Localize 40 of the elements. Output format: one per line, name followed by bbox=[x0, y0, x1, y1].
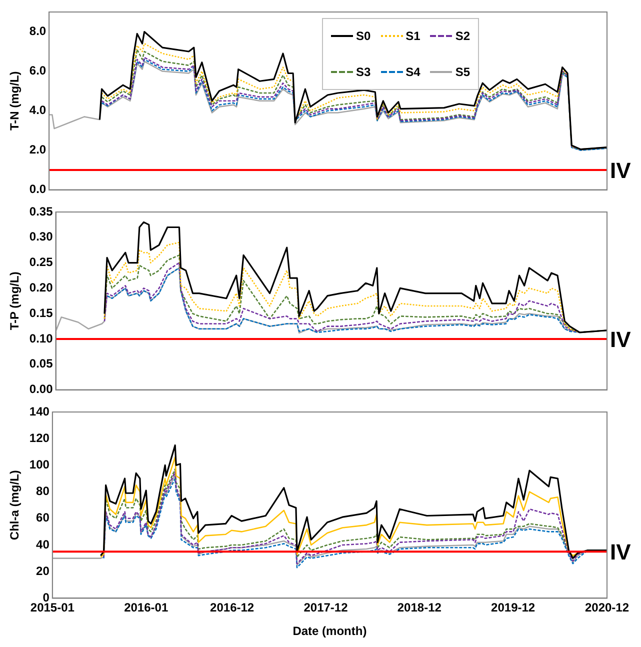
legend-label: S3 bbox=[356, 65, 371, 79]
x-tick-label: 2018-12 bbox=[397, 600, 442, 615]
y-tick-label: 0.05 bbox=[29, 356, 54, 371]
y-tick-label: 4.0 bbox=[29, 103, 46, 118]
y-tick-label: 0.10 bbox=[29, 331, 54, 346]
y-tick-label: 0.35 bbox=[29, 204, 54, 218]
y-tick-label: 80 bbox=[36, 484, 50, 498]
y-axis-title: T-P (mg/L) bbox=[8, 272, 22, 330]
y-tick-label: 0.25 bbox=[29, 255, 54, 270]
x-tick-label: 2016-12 bbox=[210, 600, 254, 615]
y-tick-label: 20 bbox=[36, 564, 50, 578]
y-tick-label: 8.0 bbox=[29, 24, 46, 38]
y-tick-label: 2.0 bbox=[29, 142, 46, 157]
y-tick-label: 0.15 bbox=[29, 306, 54, 320]
y-tick-label: 0.0 bbox=[29, 182, 46, 196]
y-tick-label: 0.20 bbox=[29, 280, 54, 295]
legend-label: S4 bbox=[406, 65, 420, 79]
ref-line-label: IV bbox=[610, 327, 632, 352]
y-tick-label: 60 bbox=[36, 510, 50, 525]
ref-line-label: IV bbox=[610, 158, 632, 184]
x-tick-label: 2019-12 bbox=[491, 600, 536, 615]
y-tick-label: 0.30 bbox=[29, 230, 54, 244]
x-tick-label: 2016-01 bbox=[124, 600, 168, 615]
x-tick-label: 2020-12 bbox=[584, 600, 630, 615]
legend-label: S1 bbox=[406, 29, 420, 43]
y-tick-label: 6.0 bbox=[29, 64, 46, 78]
legend-label: S0 bbox=[356, 29, 371, 43]
ref-line-label: IV bbox=[610, 540, 632, 565]
y-tick-label: 120 bbox=[29, 430, 50, 445]
legend-label: S5 bbox=[455, 65, 470, 79]
y-tick-label: 100 bbox=[29, 458, 50, 472]
x-tick-label: 2017-12 bbox=[304, 600, 348, 615]
y-axis-title: T-N (mg/L) bbox=[8, 71, 22, 131]
y-tick-label: 140 bbox=[29, 404, 50, 418]
x-axis-title: Date (month) bbox=[292, 624, 367, 638]
y-tick-label: 0.00 bbox=[29, 382, 54, 396]
x-tick-label: 2015-01 bbox=[30, 600, 75, 615]
y-axis-title: Chl-a (mg/L) bbox=[8, 470, 22, 540]
y-tick-label: 40 bbox=[36, 537, 50, 552]
legend-label: S2 bbox=[455, 29, 470, 43]
